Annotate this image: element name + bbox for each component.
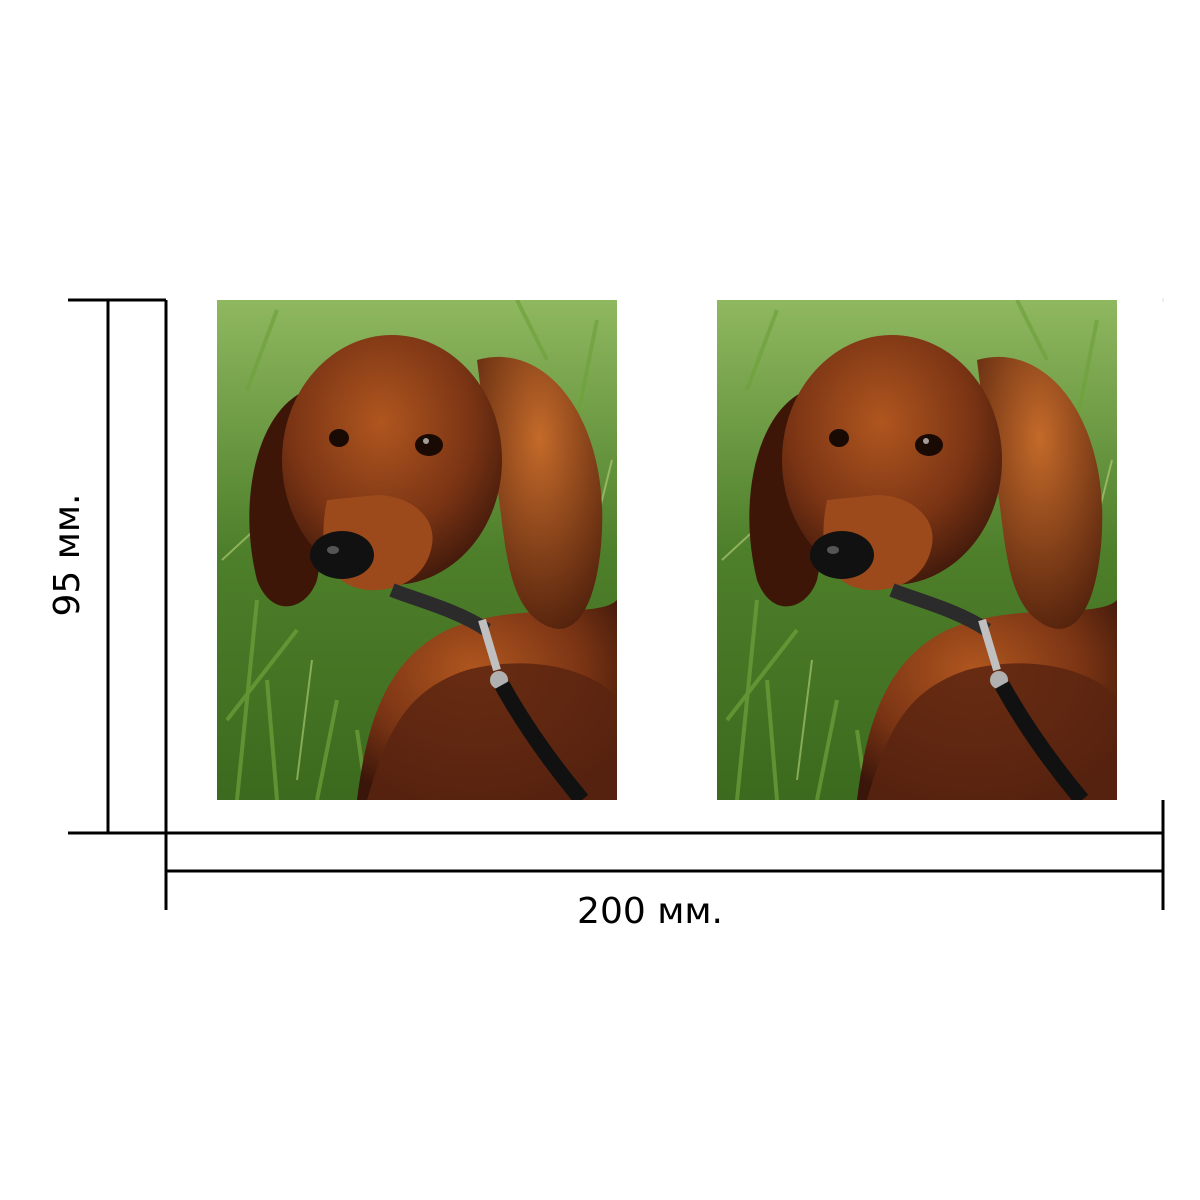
dog-photo-left	[217, 300, 617, 800]
height-dimension-label: 95 мм.	[47, 493, 88, 617]
dog-illustration	[217, 300, 617, 800]
width-dimension-label: 200 мм.	[577, 891, 723, 932]
dog-illustration	[717, 300, 1117, 800]
dog-photo-right	[717, 300, 1117, 800]
